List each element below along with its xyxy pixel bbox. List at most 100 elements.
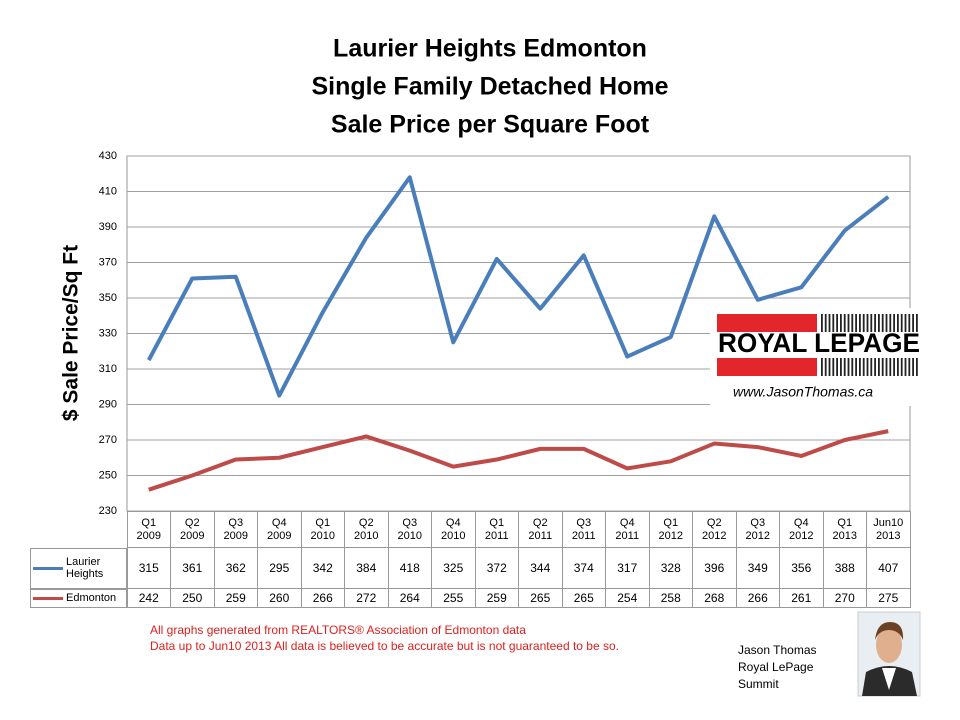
value-cell: 261 <box>779 588 824 608</box>
logo-stripe <box>900 314 903 332</box>
y-tick-label: 230 <box>99 505 117 517</box>
logo-stripe <box>862 314 865 332</box>
logo-stripe <box>821 314 823 332</box>
logo-stripe <box>855 314 857 332</box>
logo-stripe <box>874 314 876 332</box>
logo-stripe <box>870 314 873 332</box>
logo-stripe <box>885 358 888 376</box>
logo-stripe <box>828 314 831 332</box>
value-cell: 264 <box>387 588 432 608</box>
logo-stripe <box>870 358 873 376</box>
logo-stripe <box>851 358 854 376</box>
agent-line: Royal LePage <box>738 660 814 674</box>
value-cell: 384 <box>344 547 389 589</box>
logo-stripe <box>889 314 892 332</box>
category-cell: Q3 2009 <box>213 511 258 548</box>
value-cell: 342 <box>300 547 345 589</box>
logo-stripe <box>878 314 880 332</box>
agent-line: Summit <box>738 677 779 691</box>
value-cell: 362 <box>213 547 258 589</box>
logo-stripe <box>836 314 838 332</box>
logo-stripe <box>900 358 903 376</box>
value-cell: 349 <box>735 547 780 589</box>
value-cell: 315 <box>126 547 171 589</box>
logo-stripe <box>908 358 911 376</box>
notes: All graphs generated from REALTORS® Asso… <box>150 622 619 654</box>
value-cell: 266 <box>735 588 780 608</box>
category-cell: Q4 2012 <box>779 511 824 548</box>
value-cell: 356 <box>779 547 824 589</box>
agent-line: Jason Thomas <box>738 643 817 657</box>
y-tick-label: 390 <box>99 221 117 233</box>
value-cell: 265 <box>561 588 606 608</box>
y-tick-label: 250 <box>99 469 117 481</box>
y-tick-label: 290 <box>99 398 117 410</box>
value-cell: 259 <box>474 588 519 608</box>
logo-stripe <box>878 358 880 376</box>
photo-hair <box>875 622 904 640</box>
category-cell: Q4 2011 <box>605 511 650 548</box>
logo-red-top <box>717 314 817 332</box>
y-tick-label: 310 <box>99 363 117 375</box>
series-line <box>148 429 889 492</box>
value-cell: 325 <box>431 547 476 589</box>
logo-stripe <box>889 358 892 376</box>
logo-stripe <box>821 358 823 376</box>
logo-stripe <box>881 358 884 376</box>
note: All graphs generated from REALTORS® Asso… <box>150 623 526 637</box>
logo-stripe <box>836 358 838 376</box>
legend-cell: Edmonton <box>30 588 127 608</box>
value-cell: 317 <box>605 547 650 589</box>
value-cell: 260 <box>257 588 302 608</box>
agent: Jason Thomas Royal LePage Summit <box>738 642 817 693</box>
y-axis-label: $ Sale Price/Sq Ft <box>60 245 83 421</box>
logo-stripe <box>881 314 884 332</box>
value-cell: 388 <box>822 547 867 589</box>
logo-stripe <box>847 314 850 332</box>
chart-title: Sale Price per Square Foot <box>331 111 650 139</box>
logo-stripe <box>904 358 907 376</box>
note: Data up to Jun10 2013 All data is believ… <box>150 639 619 653</box>
logo-stripe <box>832 358 835 376</box>
value-cell: 255 <box>431 588 476 608</box>
logo-stripe <box>912 314 914 332</box>
y-tick-label: 430 <box>99 150 117 162</box>
value-cell: 250 <box>170 588 215 608</box>
logo-stripe <box>840 358 842 376</box>
y-tick-label: 350 <box>99 292 117 304</box>
value-cell: 396 <box>692 547 737 589</box>
logo-stripe <box>908 314 911 332</box>
logo-stripe <box>916 314 918 332</box>
value-cell: 418 <box>387 547 432 589</box>
header-row: Q1 2009 Q2 2009 Q3 2009 Q4 2009 Q1 2010 Q2 20… <box>30 511 911 548</box>
logo-stripe <box>893 358 895 376</box>
value-cell: 272 <box>344 588 389 608</box>
y-tick-label: 370 <box>99 256 117 268</box>
value-cell: 374 <box>561 547 606 589</box>
chart-title: Single Family Detached Home <box>311 73 668 101</box>
logo-stripe <box>866 314 869 332</box>
logo-stripe <box>897 358 899 376</box>
logo-stripe <box>828 358 831 376</box>
legend-key <box>33 566 63 570</box>
y-tick-label: 410 <box>99 185 117 197</box>
series-row: Edmonton 242 250 259 260 266 272 264 255 259 265 26… <box>30 588 911 608</box>
value-cell: 254 <box>605 588 650 608</box>
value-cell: 275 <box>866 588 911 608</box>
legend-cell: Laurier Heights <box>30 547 127 589</box>
category-cell: Q1 2011 <box>474 511 519 548</box>
logo-stripe <box>859 314 861 332</box>
series-row: Laurier Heights 315 361 362 295 342 384 418 325 3… <box>30 547 911 589</box>
logo-stripe <box>859 358 861 376</box>
logo-stripe <box>904 314 907 332</box>
logo-stripe <box>851 314 854 332</box>
series-line <box>146 175 890 398</box>
logo-brand: ROYAL LEPAGE <box>718 328 920 358</box>
value-cell: 258 <box>648 588 693 608</box>
chart-title: Laurier Heights Edmonton <box>333 35 647 63</box>
logo-stripe <box>874 358 876 376</box>
logo-stripe <box>866 358 869 376</box>
logo-stripe <box>885 314 888 332</box>
logo-stripe <box>897 314 899 332</box>
logo-stripe <box>843 358 846 376</box>
